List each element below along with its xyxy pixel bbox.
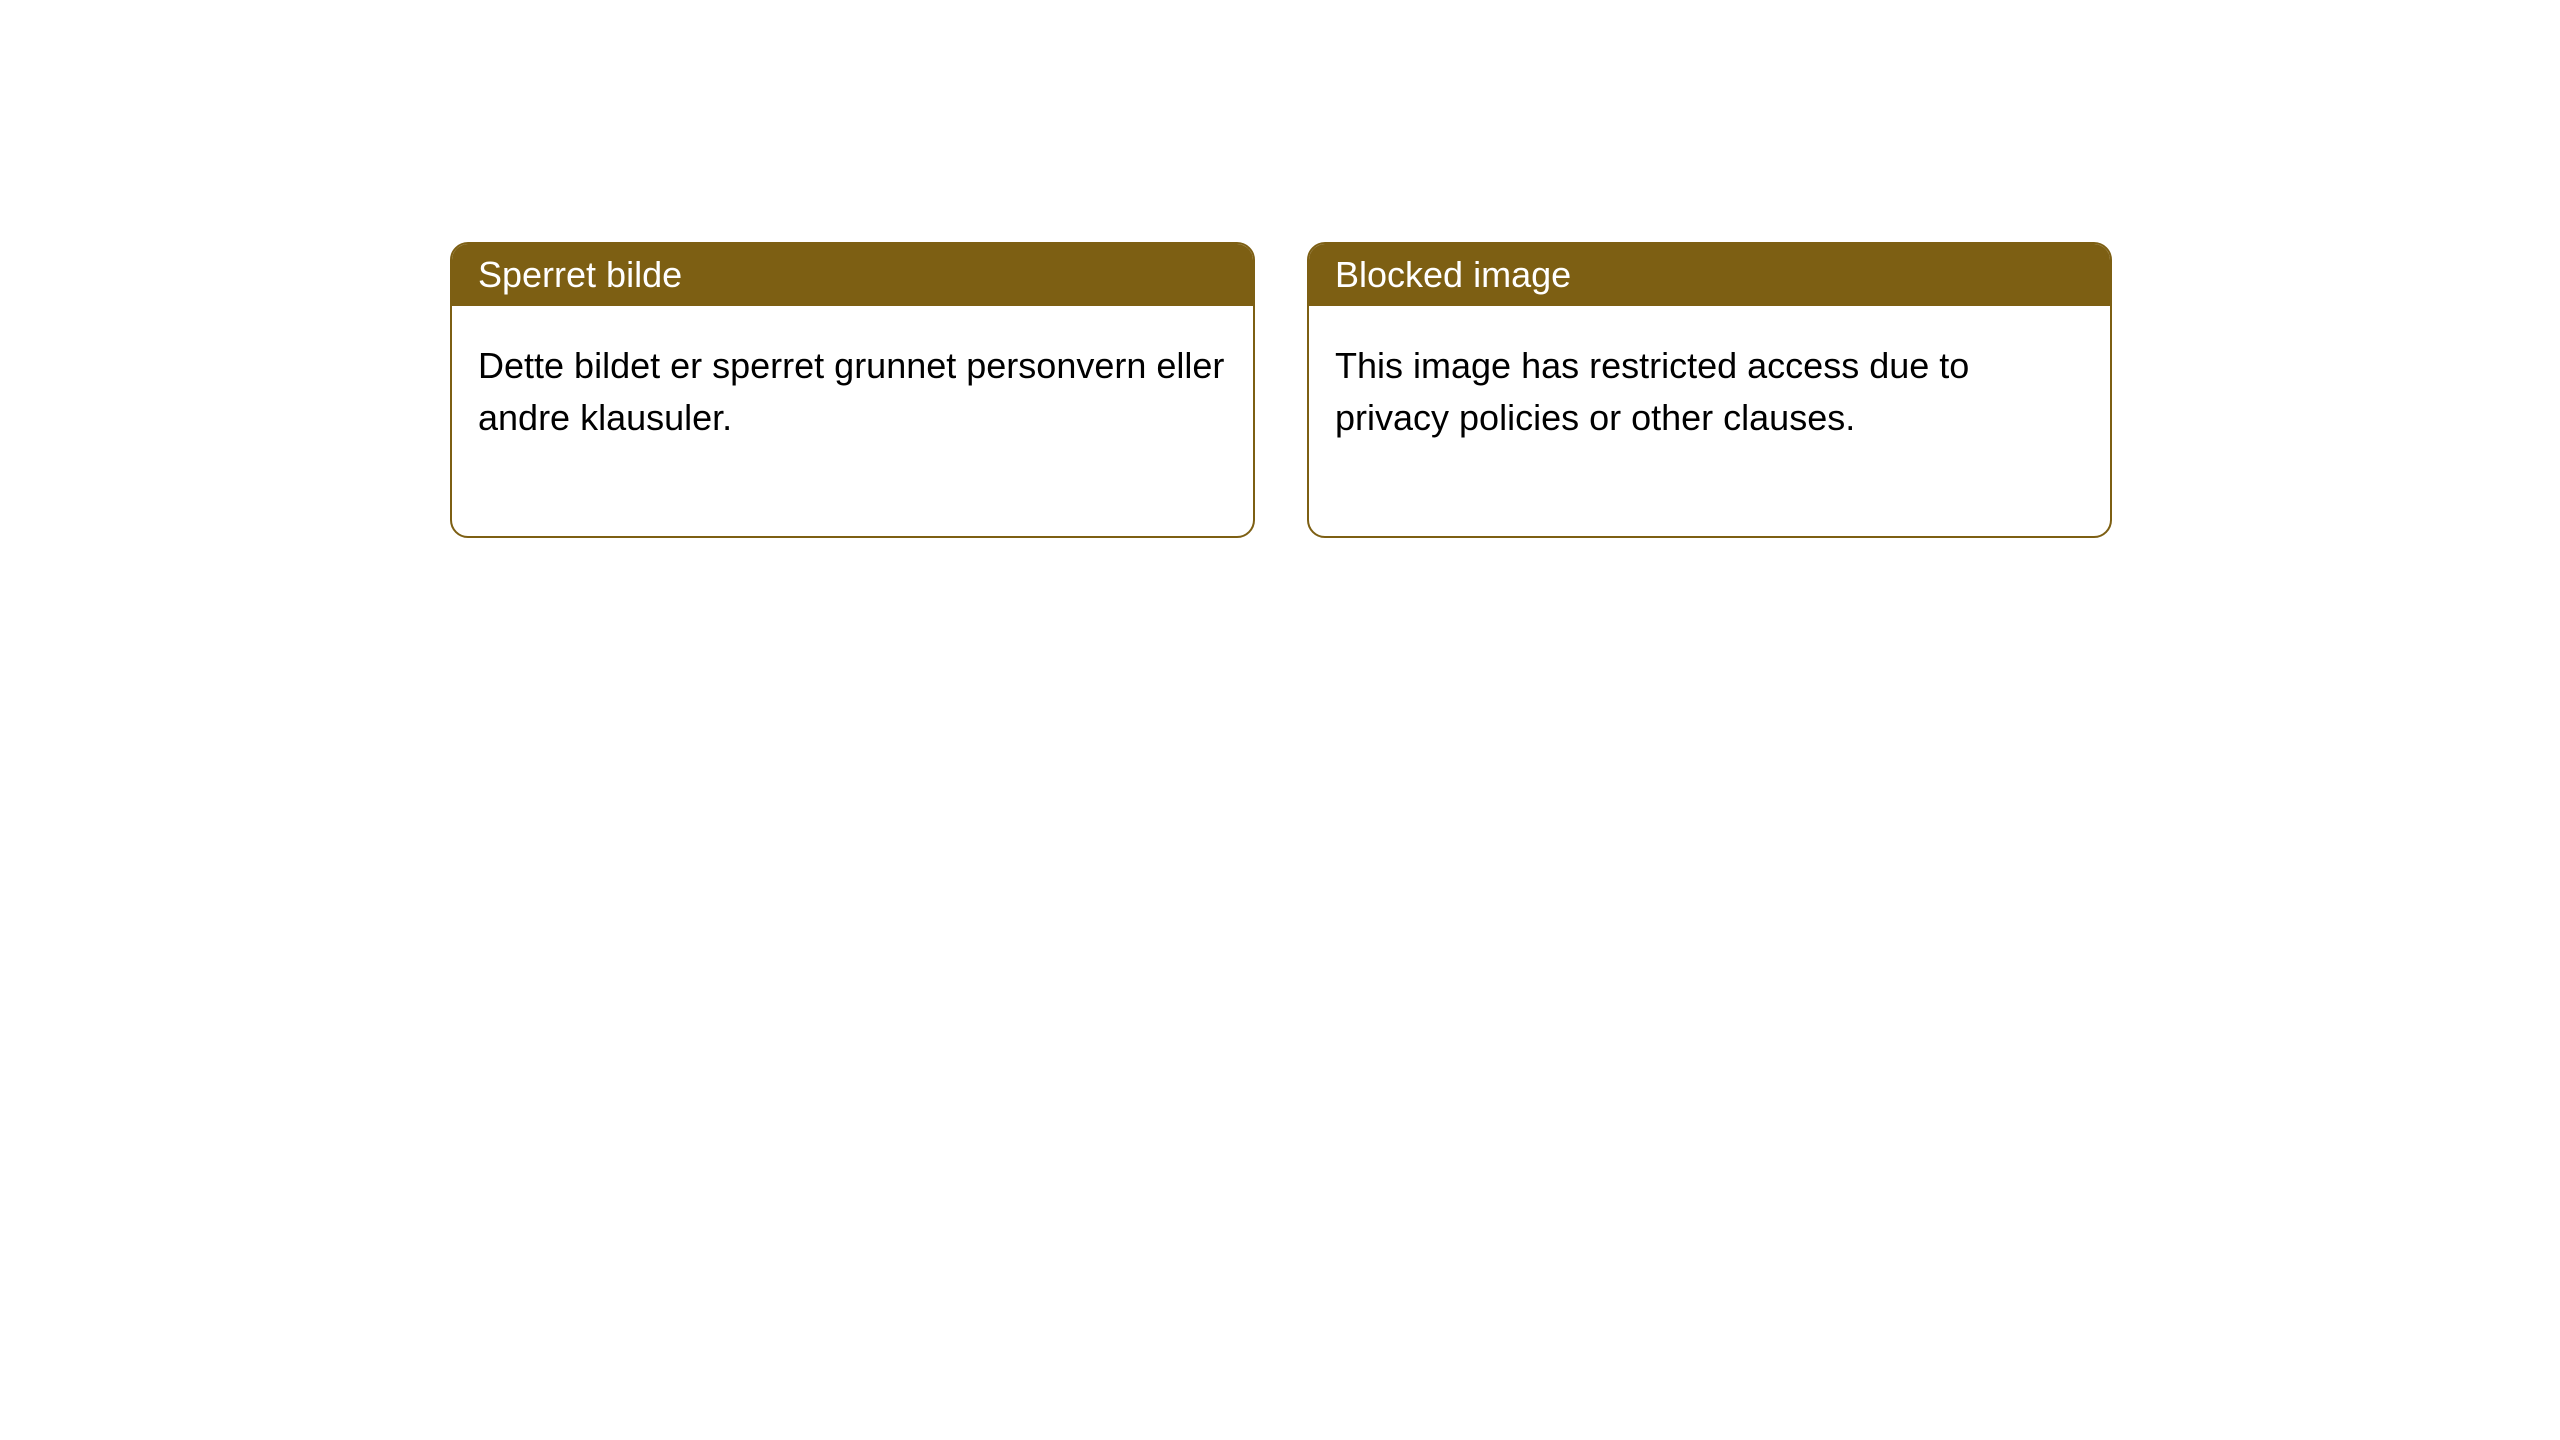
card-message-en: This image has restricted access due to … xyxy=(1335,345,1969,438)
card-header-no: Sperret bilde xyxy=(452,244,1253,306)
card-container: Sperret bilde Dette bildet er sperret gr… xyxy=(450,242,2112,538)
card-message-no: Dette bildet er sperret grunnet personve… xyxy=(478,345,1224,438)
card-title-no: Sperret bilde xyxy=(478,254,682,295)
card-header-en: Blocked image xyxy=(1309,244,2110,306)
card-body-en: This image has restricted access due to … xyxy=(1309,306,2110,536)
blocked-image-card-en: Blocked image This image has restricted … xyxy=(1307,242,2112,538)
card-body-no: Dette bildet er sperret grunnet personve… xyxy=(452,306,1253,536)
blocked-image-card-no: Sperret bilde Dette bildet er sperret gr… xyxy=(450,242,1255,538)
card-title-en: Blocked image xyxy=(1335,254,1571,295)
